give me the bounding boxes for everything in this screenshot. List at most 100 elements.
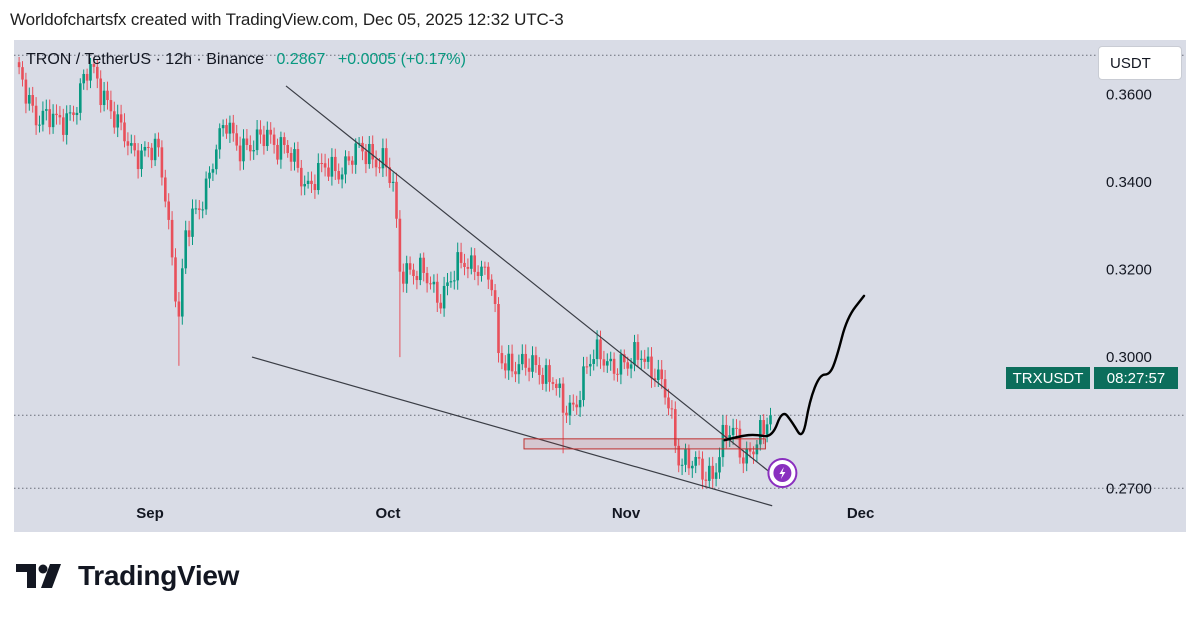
candle-body [174, 257, 177, 302]
candle-body [296, 149, 300, 168]
candle-body [164, 177, 167, 202]
candle-body [473, 255, 476, 272]
candle-body [391, 181, 395, 183]
candle-body [320, 162, 323, 164]
candle-body [371, 144, 374, 160]
candle-body [531, 355, 534, 372]
candle-body [721, 424, 725, 458]
candle-body [232, 122, 235, 134]
candle-body [731, 427, 735, 436]
candle-body [694, 457, 697, 466]
y-tick-label: 0.3400 [1106, 174, 1152, 191]
candle-body [65, 113, 68, 135]
candle-body [595, 339, 599, 360]
candle-body [286, 144, 289, 154]
lightning-icon [779, 467, 786, 479]
bar-countdown-tag: 08:27:57 [1094, 367, 1178, 389]
candle-body [327, 167, 330, 177]
candle-body [514, 371, 517, 375]
candle-body [255, 129, 259, 151]
candle-body [82, 73, 85, 84]
candle-body [667, 397, 670, 409]
candle-body [602, 359, 606, 366]
candle-body [453, 280, 456, 282]
candle-body [408, 263, 412, 270]
candle-body [674, 409, 677, 446]
candle-body [589, 363, 592, 367]
candle-body [626, 362, 629, 369]
chart-canvas[interactable]: 0.3600 0.3400 0.3200 0.3000 0.2700 Sep Oct Nov D… [14, 40, 1186, 532]
candle-body [153, 138, 157, 161]
candle-body [177, 301, 181, 317]
chart-panel[interactable]: 0.3600 0.3400 0.3200 0.3000 0.2700 Sep Oct Nov D… [14, 40, 1186, 532]
candle-body [24, 79, 28, 104]
candle-body [293, 149, 296, 162]
candle-body [109, 100, 113, 112]
support-zone [523, 438, 766, 450]
candle-body [711, 465, 714, 479]
candle-body [697, 457, 701, 459]
candle-body [289, 153, 293, 162]
x-tick-label: Oct [375, 505, 400, 522]
candle-body [235, 133, 238, 146]
candle-body [259, 129, 262, 135]
candle-body [680, 464, 684, 466]
candle-body [140, 150, 143, 170]
candle-body [521, 353, 524, 365]
candle-body [262, 134, 266, 147]
candle-body [476, 271, 480, 276]
candle-body [650, 356, 653, 379]
candle-body [344, 156, 347, 175]
candle-body [368, 144, 371, 165]
candle-body [470, 255, 473, 269]
candle-body [55, 113, 58, 116]
candle-body [160, 147, 164, 178]
candle-body [684, 449, 687, 465]
candle-body [266, 129, 269, 147]
candle-body [323, 163, 327, 168]
candle-body [619, 354, 623, 375]
candle-body [62, 117, 65, 135]
candle-body [463, 262, 466, 267]
candle-body [167, 201, 170, 220]
candle-body [714, 472, 718, 479]
candle-body [643, 358, 646, 362]
currency-button[interactable]: USDT [1098, 46, 1182, 80]
candle-body [660, 369, 663, 380]
candle-body [490, 279, 493, 291]
candle-body [313, 183, 317, 191]
candle-body [412, 269, 415, 277]
candle-body [558, 383, 561, 389]
tradingview-logo[interactable]: TradingView [16, 560, 239, 592]
x-tick-label: Sep [136, 505, 164, 522]
candle-body [429, 283, 432, 285]
candle-body [640, 358, 643, 360]
candle-body [79, 83, 82, 113]
candle-body [738, 428, 742, 458]
candle-body [204, 178, 208, 210]
candle-body [592, 359, 595, 364]
candle-body [184, 230, 187, 269]
candle-body [548, 365, 551, 383]
candle-body [133, 143, 136, 151]
candle-body [123, 122, 126, 142]
candle-body [34, 105, 38, 126]
candle-body [725, 424, 728, 441]
candle-body [748, 448, 752, 452]
projection-path [723, 294, 866, 442]
symbol-price-tag: TRXUSDT [1006, 367, 1090, 389]
candle-body [68, 112, 72, 114]
candle-body [762, 420, 765, 435]
trendline-lower [251, 356, 773, 507]
candle-body [106, 90, 109, 101]
candle-body [687, 449, 691, 469]
candle-body [99, 78, 102, 106]
candle-body [208, 172, 211, 179]
candle-body [181, 268, 184, 317]
candle-body [419, 257, 422, 281]
candle-body [337, 171, 340, 180]
y-tick-label: 0.3600 [1106, 87, 1152, 104]
candle-body [623, 354, 626, 363]
last-price: 0.2867 [276, 51, 326, 68]
candle-body [283, 137, 286, 145]
